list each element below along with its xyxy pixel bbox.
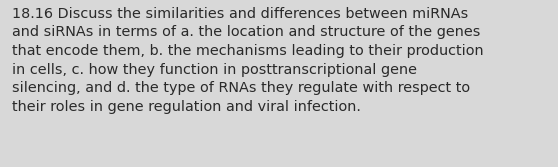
Text: 18.16 Discuss the similarities and differences between miRNAs
and siRNAs in term: 18.16 Discuss the similarities and diffe…	[12, 7, 484, 114]
